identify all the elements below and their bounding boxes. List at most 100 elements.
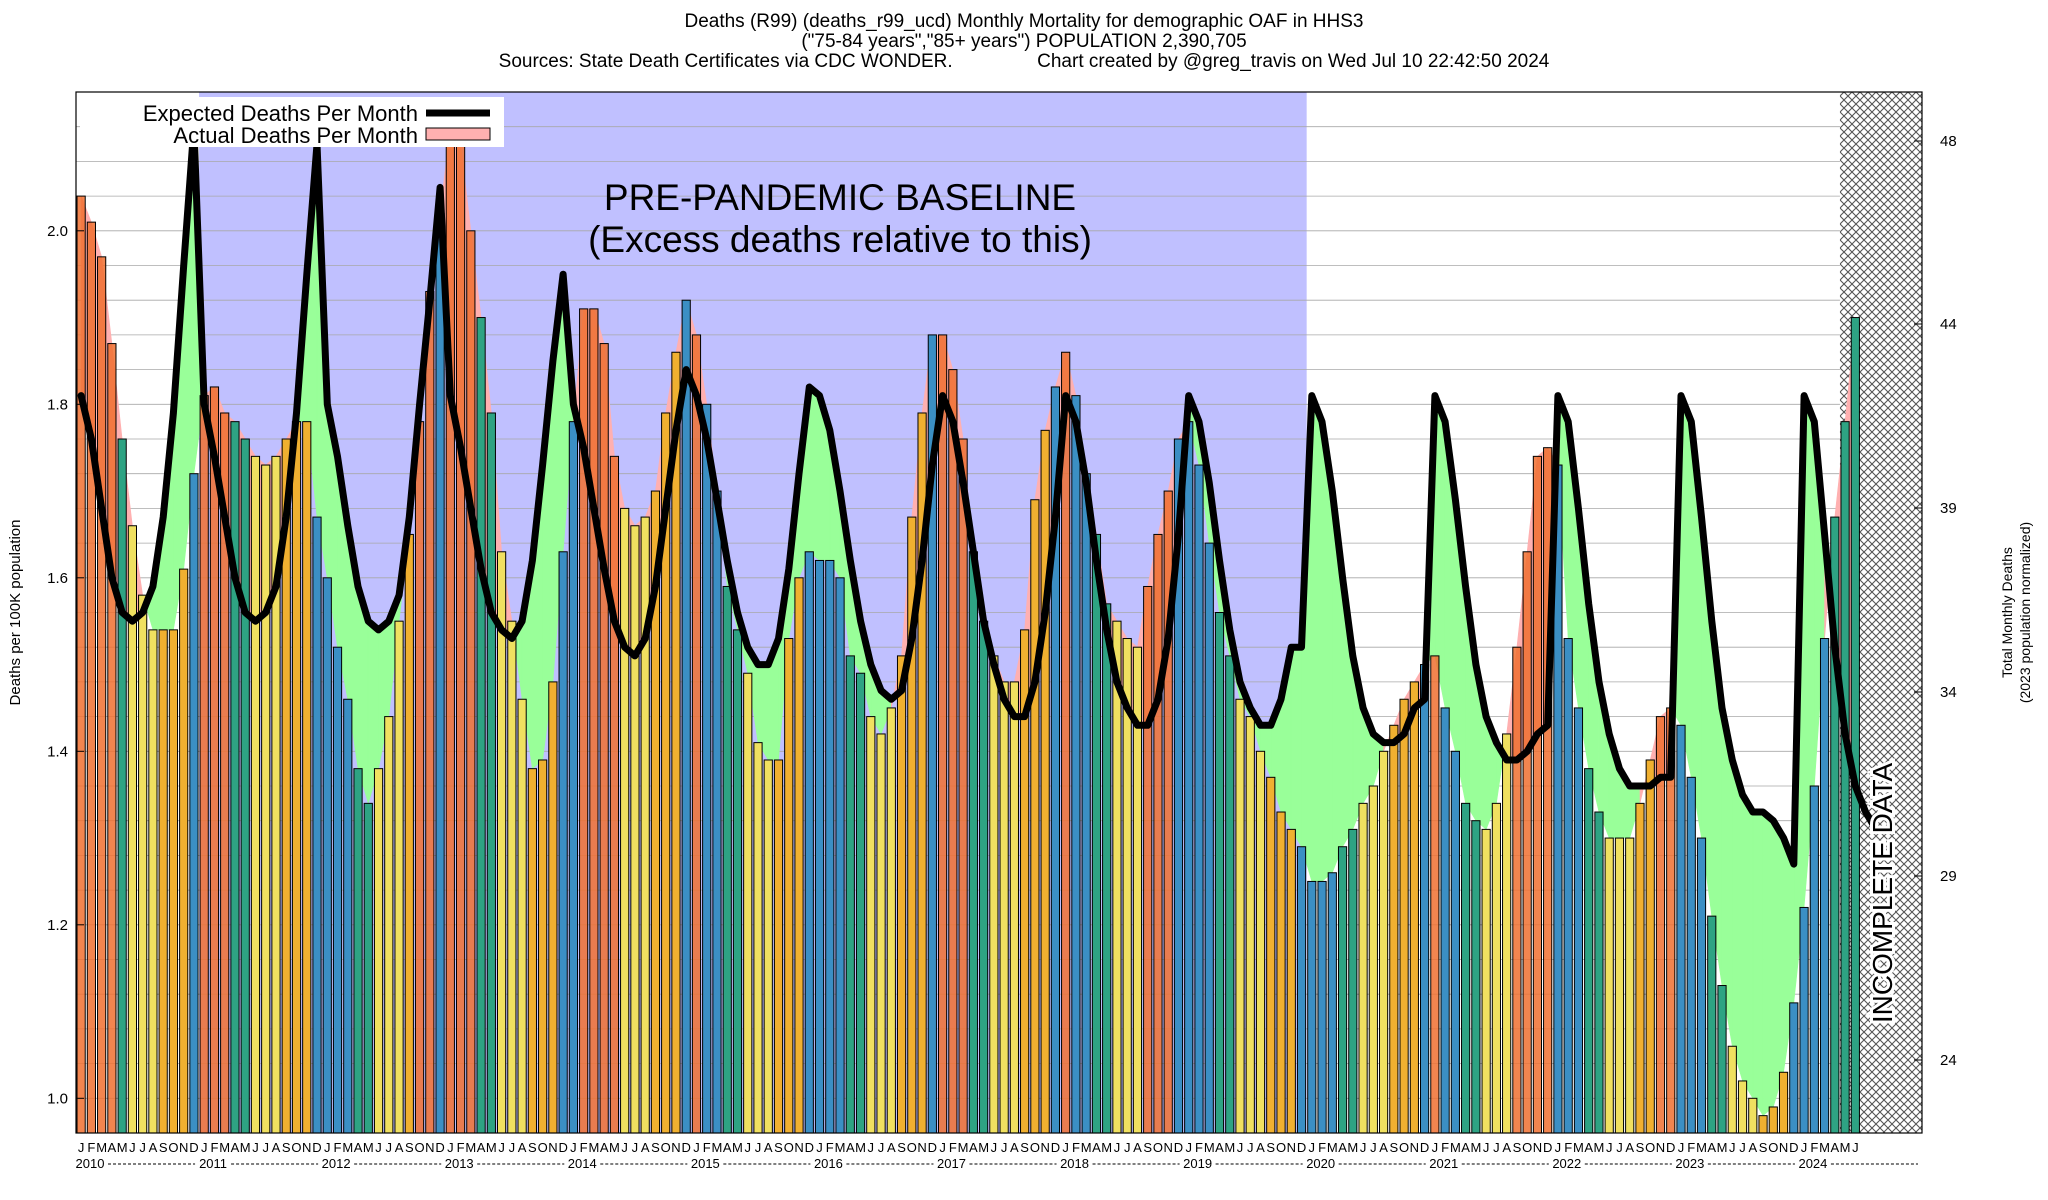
x-month-label: M	[609, 1140, 620, 1155]
actual-deaths-bar	[1358, 802, 1368, 1134]
actual-deaths-bar	[1573, 707, 1584, 1134]
x-year-label: 2017	[937, 1156, 966, 1171]
actual-deaths-bar	[1348, 828, 1358, 1134]
actual-deaths-bar	[1850, 317, 1860, 1134]
actual-deaths-bar	[1399, 698, 1409, 1134]
x-month-label: J	[1616, 1140, 1623, 1155]
x-month-label: N	[1287, 1140, 1296, 1155]
actual-deaths-bar	[1737, 1080, 1748, 1134]
actual-deaths-bar	[261, 464, 271, 1134]
x-month-label: A	[969, 1140, 978, 1155]
y2-axis-label-line-1: Total Monthly Deaths	[1999, 547, 2015, 678]
actual-deaths-bar	[1748, 1097, 1758, 1134]
x-month-label: J	[1124, 1140, 1131, 1155]
legend-expected-label: Expected Deaths Per Month	[143, 101, 418, 126]
actual-deaths-bar	[814, 559, 825, 1134]
x-month-label: M	[1347, 1140, 1358, 1155]
x-month-label: J	[570, 1140, 577, 1155]
y2-tick-label: 44	[1940, 316, 1957, 333]
x-month-label: J	[1483, 1140, 1490, 1155]
x-month-label: A	[600, 1140, 609, 1155]
x-year-label: 2010	[76, 1156, 105, 1171]
actual-deaths-bar	[1799, 906, 1809, 1134]
actual-deaths-bar	[1153, 533, 1163, 1134]
actual-deaths-bar	[896, 655, 907, 1134]
actual-deaths-bar	[1819, 638, 1830, 1134]
actual-deaths-bar	[1491, 802, 1501, 1134]
x-month-label: A	[723, 1140, 732, 1155]
actual-deaths-bar	[86, 221, 96, 1134]
x-month-label: A	[1092, 1140, 1101, 1155]
x-month-label: D	[1174, 1140, 1183, 1155]
actual-deaths-bar	[1778, 1071, 1789, 1134]
x-month-label: J	[939, 1140, 946, 1155]
actual-deaths-bar	[1317, 880, 1327, 1134]
actual-deaths-bar	[148, 629, 158, 1134]
x-month-label: A	[1707, 1140, 1716, 1155]
actual-deaths-bar	[1584, 768, 1594, 1134]
x-month-label: M	[958, 1140, 969, 1155]
x-month-label: O	[1153, 1140, 1163, 1155]
actual-deaths-bar	[1296, 846, 1307, 1134]
x-month-label: O	[291, 1140, 301, 1155]
x-year-label: 2022	[1552, 1156, 1581, 1171]
plot-frame	[75, 91, 1923, 1134]
actual-deaths-bar	[722, 585, 732, 1134]
actual-deaths-bar	[1614, 837, 1625, 1134]
y2-tick-label: 29	[1940, 868, 1957, 885]
excess-deficit-band	[808, 386, 820, 562]
x-month-label: A	[272, 1140, 281, 1155]
x-month-label: S	[774, 1140, 783, 1155]
actual-deaths-bar	[1214, 612, 1225, 1134]
actual-deaths-bar	[1081, 473, 1091, 1134]
actual-deaths-bar	[866, 716, 876, 1134]
x-month-label: N	[1533, 1140, 1542, 1155]
x-year-label: 2014	[568, 1156, 597, 1171]
x-month-label: S	[1020, 1140, 1029, 1155]
x-month-label: N	[1779, 1140, 1788, 1155]
actual-deaths-bar	[404, 533, 414, 1134]
actual-deaths-bar	[568, 421, 578, 1134]
x-month-label: J	[324, 1140, 331, 1155]
y-axis-label: Deaths per 100K population	[7, 520, 24, 706]
x-month-label: N	[179, 1140, 188, 1155]
actual-deaths-bar	[455, 143, 466, 1134]
x-month-label: J	[1309, 1140, 1316, 1155]
x-month-label: D	[312, 1140, 321, 1155]
x-month-label: A	[1133, 1140, 1142, 1155]
x-month-label: J	[878, 1140, 885, 1155]
x-month-label: S	[282, 1140, 291, 1155]
x-month-label: F	[1195, 1140, 1203, 1155]
actual-deaths-bar	[1502, 733, 1512, 1134]
x-month-label: A	[641, 1140, 650, 1155]
x-month-label: S	[1266, 1140, 1275, 1155]
actual-deaths-bar	[599, 343, 609, 1134]
x-year-label: 2024	[1798, 1156, 1827, 1171]
x-month-label: M	[219, 1140, 230, 1155]
actual-deaths-bar	[886, 707, 896, 1134]
x-month-label: O	[538, 1140, 548, 1155]
actual-deaths-bar	[538, 759, 548, 1134]
actual-deaths-bar	[1604, 837, 1614, 1134]
x-month-label: N	[1656, 1140, 1665, 1155]
x-month-label: J	[375, 1140, 382, 1155]
actual-deaths-bar	[999, 681, 1009, 1134]
actual-deaths-bar	[158, 629, 168, 1134]
y-tick-label: 1.0	[47, 1090, 68, 1107]
x-month-label: J	[498, 1140, 505, 1155]
actual-deaths-bar	[1040, 429, 1050, 1134]
x-month-label: O	[1399, 1140, 1409, 1155]
x-month-label: A	[354, 1140, 363, 1155]
baseline-annotation-line-1: PRE-PANDEMIC BASELINE	[604, 177, 1076, 218]
actual-deaths-bar	[763, 759, 773, 1134]
x-month-label: A	[1502, 1140, 1511, 1155]
actual-deaths-bar	[209, 386, 220, 1134]
actual-deaths-bar	[1481, 828, 1491, 1134]
actual-deaths-bar	[353, 768, 363, 1134]
excess-deficit-band	[1311, 395, 1323, 882]
actual-deaths-bar	[1789, 1002, 1799, 1134]
x-month-label: M	[1573, 1140, 1584, 1155]
x-month-label: J	[1360, 1140, 1367, 1155]
x-month-label: S	[159, 1140, 168, 1155]
x-month-label: A	[846, 1140, 855, 1155]
